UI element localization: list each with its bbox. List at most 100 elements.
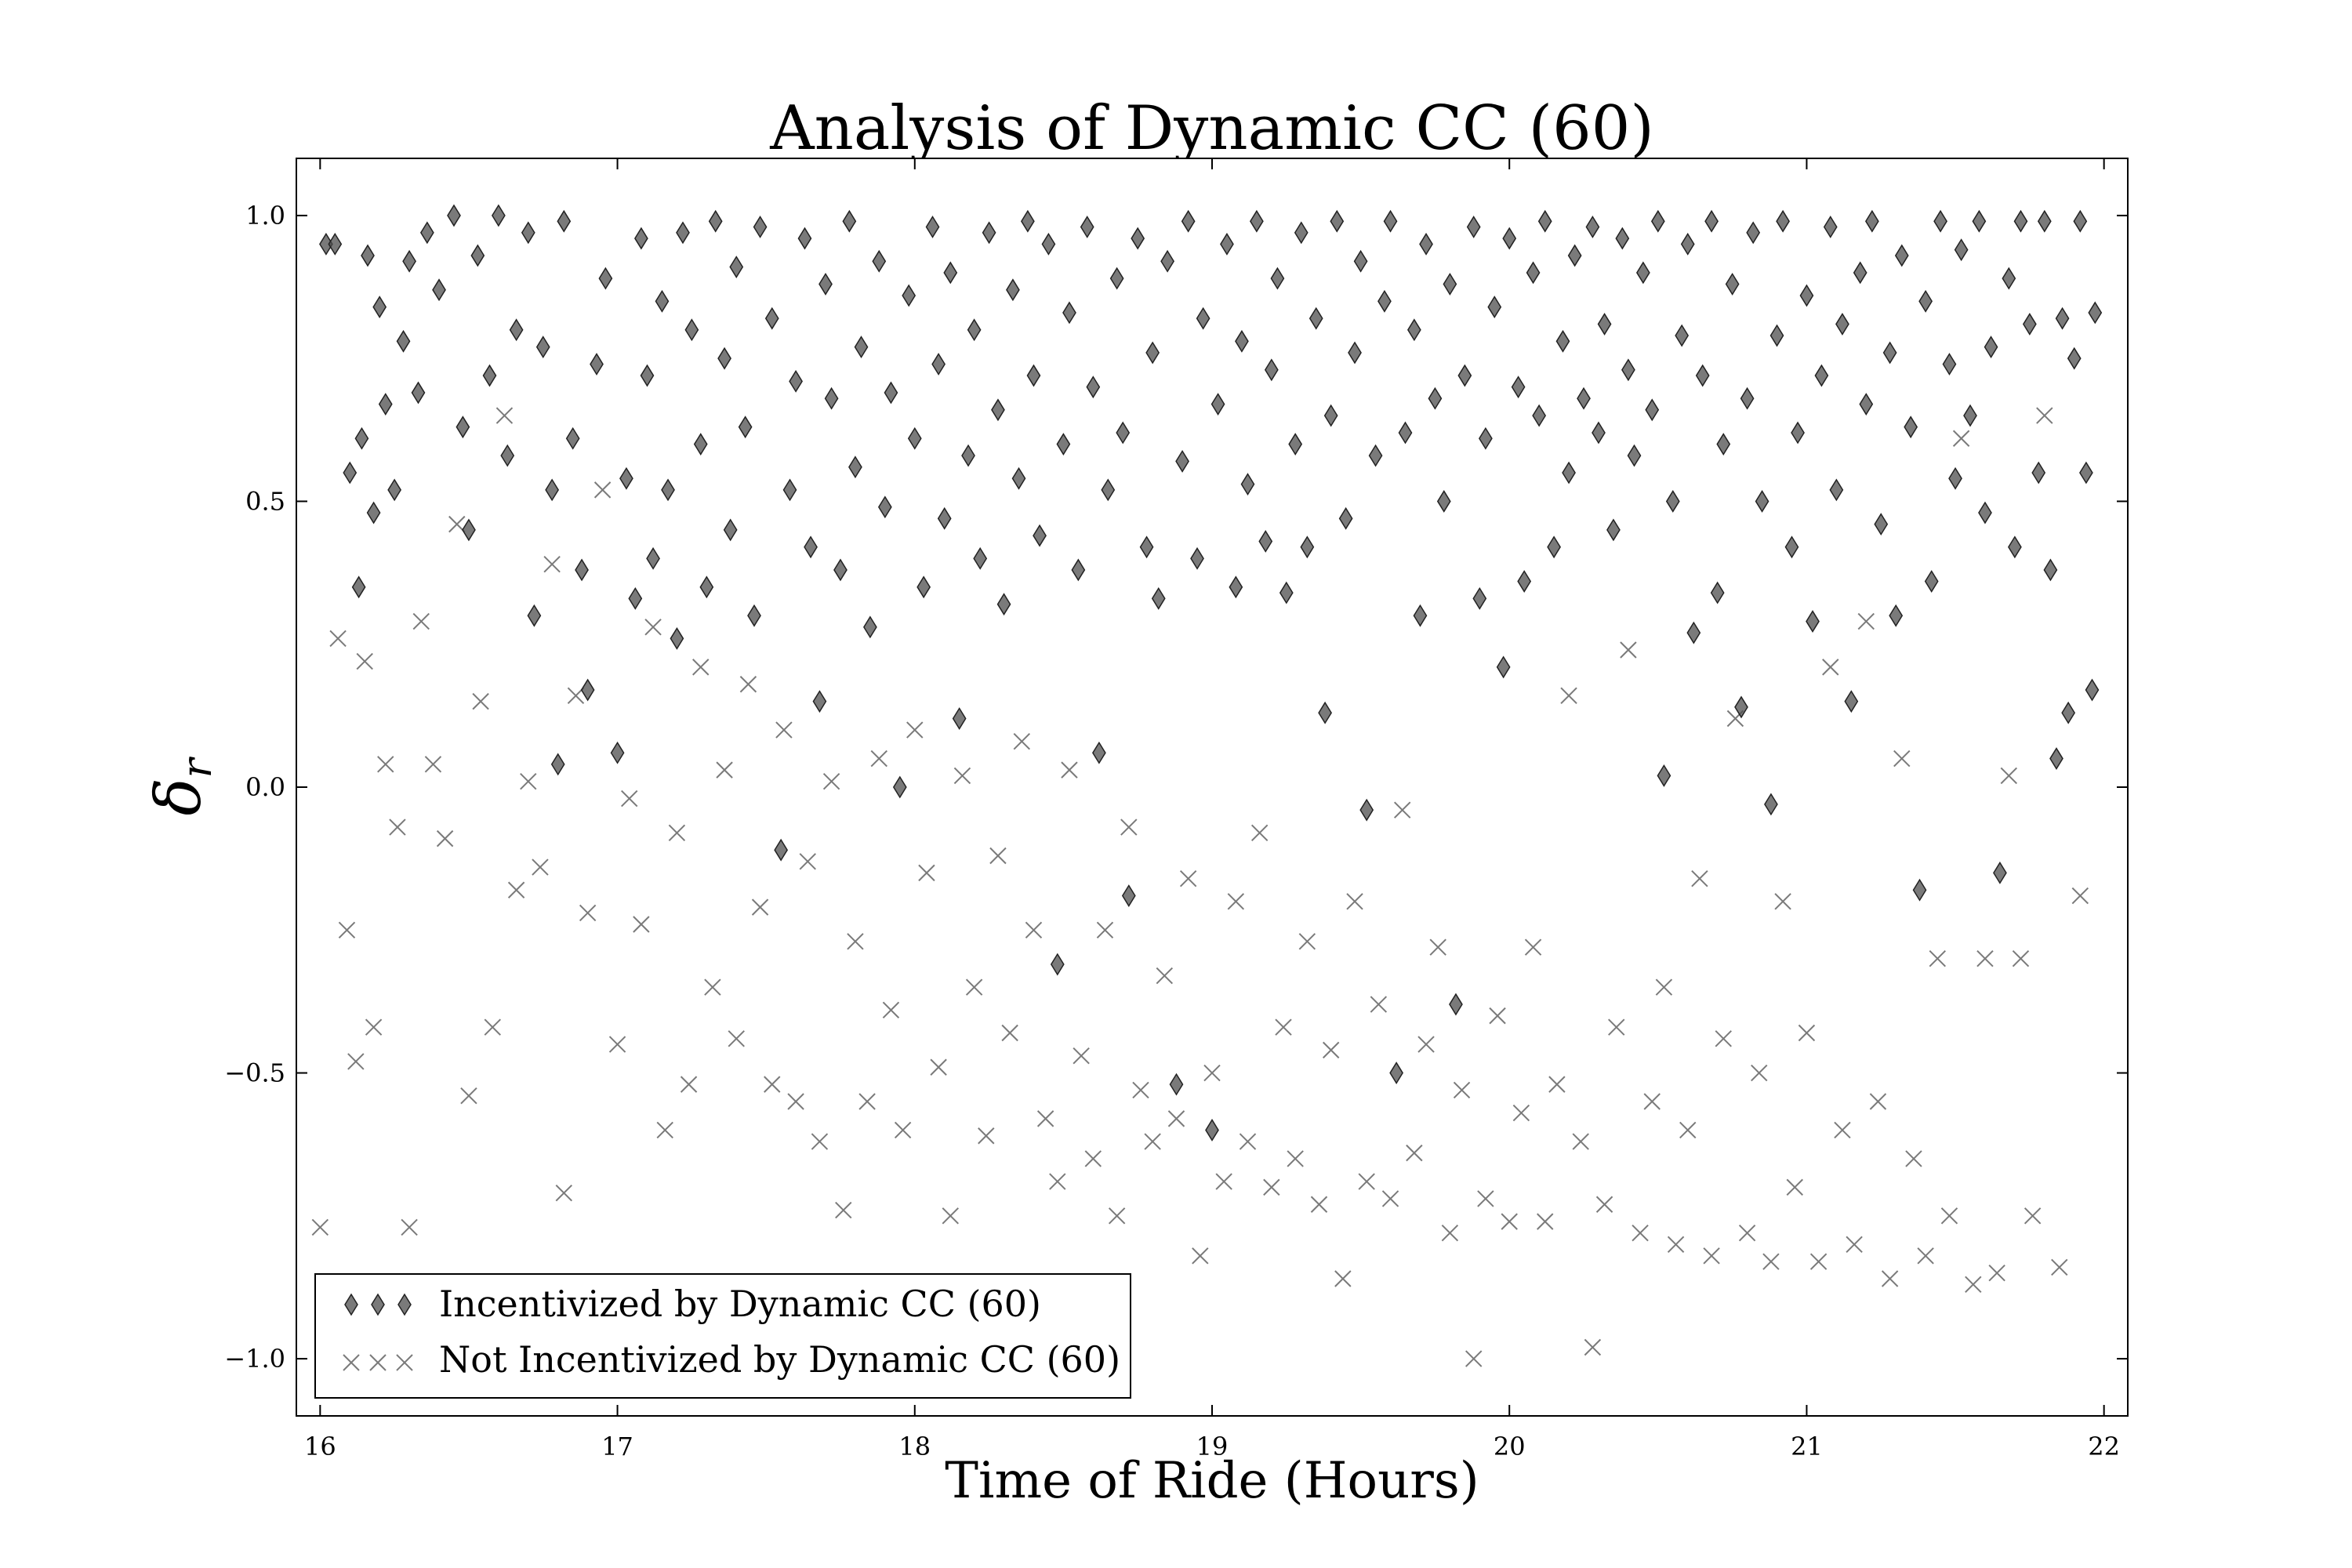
not-incentivized-point	[532, 858, 549, 876]
not-incentivized-point	[1620, 641, 1637, 659]
not-incentivized-point	[1632, 1224, 1649, 1242]
incentivized-point	[991, 398, 1005, 422]
incentivized-point	[1924, 570, 1939, 593]
not-incentivized-point	[1310, 1196, 1328, 1213]
not-incentivized-point	[1393, 801, 1411, 818]
incentivized-point	[1359, 798, 1374, 822]
not-incentivized-point	[338, 921, 356, 938]
legend: Incentivized by Dynamic CC (60) Not Ince…	[314, 1273, 1131, 1399]
incentivized-point	[1205, 1119, 1219, 1142]
not-incentivized-point	[329, 630, 347, 648]
not-incentivized-point	[1370, 996, 1388, 1013]
incentivized-point	[1791, 421, 1805, 445]
not-incentivized-point	[764, 1076, 781, 1093]
incentivized-point	[509, 318, 524, 342]
incentivized-point	[1229, 575, 1243, 599]
not-incentivized-point	[787, 1093, 804, 1110]
incentivized-point	[1288, 433, 1303, 456]
not-incentivized-point	[448, 515, 466, 533]
legend-markers	[343, 1293, 413, 1371]
incentivized-point	[723, 518, 738, 542]
not-incentivized-point	[1809, 1253, 1828, 1270]
incentivized-point	[2031, 461, 2046, 485]
y-tick-label: 1.0	[245, 201, 285, 230]
not-incentivized-point	[1275, 1018, 1292, 1036]
not-incentivized-point	[656, 1121, 673, 1139]
incentivized-point	[1131, 227, 1145, 250]
not-incentivized-point	[1132, 1081, 1149, 1099]
incentivized-point	[387, 478, 402, 502]
series-not-incentivized	[311, 407, 2089, 1367]
incentivized-point	[1567, 244, 1582, 267]
not-incentivized-point	[1417, 1036, 1435, 1053]
incentivized-point	[1933, 209, 1947, 233]
incentivized-point	[661, 478, 675, 502]
not-incentivized-point	[2051, 1258, 2068, 1276]
incentivized-point	[1912, 878, 1927, 902]
not-incentivized-point	[1406, 1144, 1423, 1162]
incentivized-point	[1904, 416, 1918, 439]
not-incentivized-point	[1239, 1133, 1257, 1150]
incentivized-point	[1764, 793, 1778, 816]
not-incentivized-point	[1036, 1110, 1054, 1127]
not-incentivized-point	[401, 1218, 418, 1236]
incentivized-point	[351, 575, 366, 599]
incentivized-point	[1472, 586, 1487, 610]
incentivized-point	[747, 604, 761, 627]
not-incentivized-point	[1001, 1024, 1018, 1042]
not-incentivized-point	[347, 1053, 365, 1070]
not-incentivized-point	[728, 1030, 745, 1047]
legend-box	[314, 1273, 1131, 1399]
not-incentivized-point	[1144, 1133, 1161, 1150]
incentivized-point	[2002, 267, 2016, 290]
not-incentivized-point	[692, 659, 710, 676]
incentivized-point	[1318, 701, 1332, 724]
not-incentivized-point	[356, 652, 373, 670]
incentivized-point	[1621, 358, 1635, 382]
not-incentivized-point	[1524, 938, 1542, 956]
y-tick-label: 0.5	[245, 486, 285, 516]
legend-x-marker	[343, 1354, 360, 1371]
incentivized-point	[1330, 209, 1345, 233]
incentivized-point	[1963, 404, 1977, 427]
series-incentivized	[319, 204, 2103, 1142]
incentivized-point	[1814, 364, 1829, 387]
not-incentivized-point	[1940, 1207, 1958, 1225]
incentivized-point	[2088, 301, 2103, 325]
incentivized-point	[1502, 227, 1517, 250]
not-incentivized-point	[1465, 1350, 1483, 1367]
not-incentivized-point	[2000, 767, 2018, 785]
not-incentivized-point	[1156, 967, 1174, 985]
incentivized-point	[1443, 272, 1457, 296]
not-incentivized-point	[1049, 1173, 1066, 1190]
incentivized-point	[354, 426, 369, 450]
not-incentivized-point	[555, 1184, 573, 1202]
incentivized-point	[1853, 261, 1867, 285]
not-incentivized-point	[858, 1093, 876, 1110]
not-incentivized-point	[644, 619, 662, 636]
incentivized-point	[1615, 227, 1630, 250]
incentivized-point	[1006, 278, 1020, 302]
not-incentivized-point	[1429, 938, 1446, 956]
incentivized-point	[1033, 524, 1047, 547]
incentivized-point	[1196, 307, 1210, 330]
not-incentivized-point	[1691, 869, 1708, 887]
incentivized-point	[1526, 261, 1541, 285]
not-incentivized-point	[1703, 1247, 1720, 1265]
incentivized-point	[1181, 209, 1196, 233]
not-incentivized-point	[1881, 1270, 1899, 1287]
incentivized-point	[1323, 404, 1338, 427]
legend-label-incentivized: Incentivized by Dynamic CC (60)	[439, 1283, 1041, 1325]
incentivized-point	[943, 261, 958, 285]
incentivized-point	[738, 416, 753, 439]
not-incentivized-point	[1215, 1173, 1232, 1190]
not-incentivized-point	[1798, 1024, 1816, 1042]
incentivized-point	[1101, 478, 1116, 502]
incentivized-point	[824, 387, 839, 410]
not-incentivized-point	[906, 721, 924, 739]
not-incentivized-point	[1489, 1007, 1506, 1025]
incentivized-point	[2067, 347, 2082, 370]
incentivized-point	[396, 329, 411, 353]
not-incentivized-point	[942, 1207, 959, 1225]
